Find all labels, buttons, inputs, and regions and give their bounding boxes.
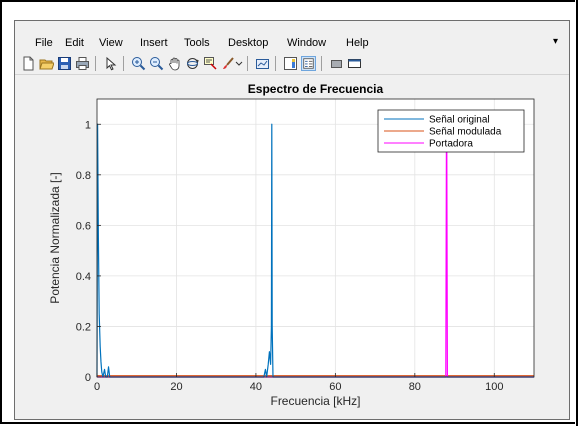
x-tick-label: 40 [250, 381, 262, 393]
menu-window[interactable]: Window [287, 37, 327, 49]
menu-tools[interactable]: Tools [184, 37, 210, 49]
window-bottom-edge [15, 410, 569, 419]
y-tick-label: 0.2 [76, 321, 91, 333]
axes-frame [96, 98, 535, 378]
print-icon[interactable] [75, 56, 90, 71]
menu-help[interactable]: Help [346, 37, 369, 49]
menu-view[interactable]: View [99, 37, 123, 49]
open-file-icon[interactable] [39, 56, 54, 71]
legend-entry-portadora: Portadora [429, 139, 473, 150]
toolbar-separator [247, 56, 248, 71]
brush-icon[interactable] [221, 56, 236, 71]
y-tick-label: 0.4 [76, 271, 91, 283]
legend[interactable]: Señal original Señal modulada Portadora [377, 109, 525, 153]
colorbar-icon[interactable] [283, 56, 298, 71]
y-axis-label: Potencia Normalizada [-] [48, 172, 62, 303]
zoom-in-icon[interactable] [131, 56, 146, 71]
y-tick-label: 0.6 [76, 220, 91, 232]
rotate-3d-icon[interactable] [185, 56, 200, 71]
series-line-0 [96, 123, 534, 378]
figure-toolbar [15, 53, 569, 75]
spectrum-chart: 0 20 40 60 80 100 0 0.2 0.4 0.6 0.8 1 Espectro de F… [48, 82, 535, 408]
x-tick-label: 20 [170, 381, 182, 393]
menu-desktop[interactable]: Desktop [228, 37, 269, 49]
pointer-icon[interactable] [103, 56, 118, 71]
toolbar-separator [321, 56, 322, 71]
show-plot-tools-icon[interactable] [347, 56, 362, 71]
menu-bar: File Edit View Insert Tools Desktop Wind… [15, 33, 569, 53]
document-column-rule [576, 0, 578, 426]
toolbar-separator [275, 56, 276, 71]
hide-plot-tools-icon[interactable] [329, 56, 344, 71]
legend-icon[interactable] [301, 56, 316, 71]
x-tick-label: 100 [485, 381, 503, 393]
menu-file[interactable]: File [35, 37, 53, 49]
x-tick-label: 0 [94, 381, 100, 393]
link-plot-icon[interactable] [255, 56, 270, 71]
y-tick-label: 0 [85, 372, 91, 384]
x-tick-label: 80 [409, 381, 421, 393]
figure-canvas: 0 20 40 60 80 100 0 0.2 0.4 0.6 0.8 1 Espectro de F… [22, 77, 564, 409]
y-tick-label: 0.8 [76, 170, 91, 182]
menu-edit[interactable]: Edit [65, 37, 84, 49]
chevron-down-icon[interactable] [235, 56, 243, 71]
zoom-out-icon[interactable] [149, 56, 164, 71]
x-tick-label: 60 [329, 381, 341, 393]
legend-entry-original: Señal original [429, 115, 490, 126]
pan-icon[interactable] [167, 56, 182, 71]
chevron-right-icon[interactable]: ▾ [553, 36, 559, 47]
chart-title: Espectro de Frecuencia [248, 82, 384, 96]
save-icon[interactable] [57, 56, 72, 71]
data-cursor-icon[interactable] [203, 56, 218, 71]
toolbar-separator [123, 56, 124, 71]
menu-insert[interactable]: Insert [140, 37, 168, 49]
x-axis-label: Frecuencia [kHz] [270, 394, 360, 408]
legend-entry-modulada: Señal modulada [429, 127, 502, 138]
axis-ticks: 0 20 40 60 80 100 0 0.2 0.4 0.6 0.8 1 [76, 119, 504, 393]
new-figure-icon[interactable] [21, 56, 36, 71]
toolbar-separator [95, 56, 96, 71]
y-tick-label: 1 [85, 119, 91, 131]
